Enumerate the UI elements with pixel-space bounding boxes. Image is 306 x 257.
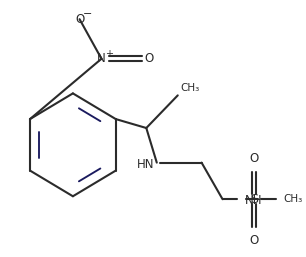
Text: S: S xyxy=(250,193,258,206)
Text: N: N xyxy=(97,52,106,65)
Text: −: − xyxy=(83,9,92,19)
Text: HN: HN xyxy=(136,158,154,171)
Text: CH₃: CH₃ xyxy=(181,83,200,93)
Text: CH₃: CH₃ xyxy=(284,194,303,204)
Text: O: O xyxy=(75,13,84,26)
Text: O: O xyxy=(249,234,259,247)
Text: O: O xyxy=(249,152,259,164)
Text: NH: NH xyxy=(244,194,262,207)
Text: O: O xyxy=(144,52,154,65)
Text: +: + xyxy=(105,49,113,59)
